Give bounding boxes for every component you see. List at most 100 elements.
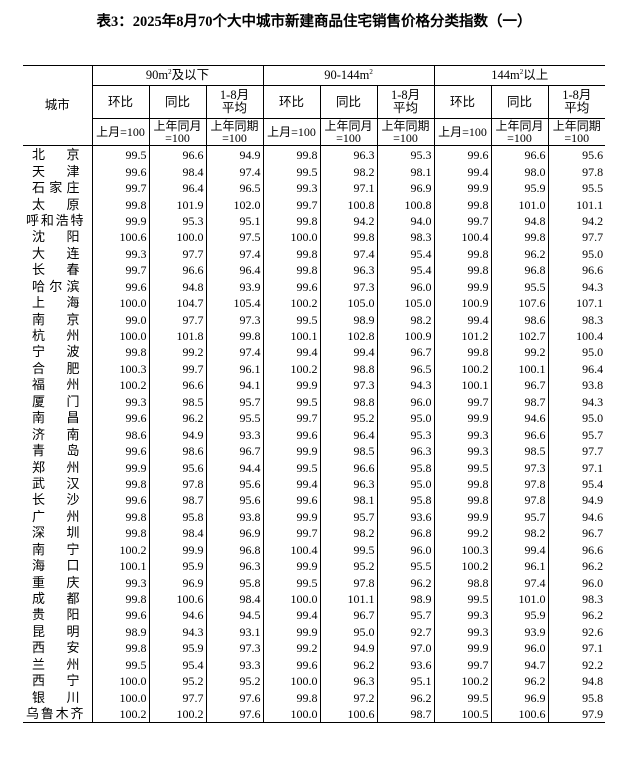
index-value: 100.2 [262,294,321,312]
index-value: 95.3 [148,212,206,230]
index-value: 99.4 [490,541,549,558]
index-value: 99.3 [91,574,149,591]
index-value: 93.8 [205,508,264,526]
city-name: 深圳 [32,525,80,541]
index-value: 93.9 [205,278,264,295]
index-value: 95.8 [148,508,206,526]
table-row: 深圳 99.8 98.4 96.9 99.7 98.2 96.8 99.2 98.2 96.7 [23,525,606,542]
subheader: 1-8月平均 [376,85,435,119]
index-value: 99.6 [262,492,321,509]
index-value: 100.0 [148,229,206,246]
base-header: 上年同期=100 [547,118,606,146]
index-value: 99.8 [91,344,149,361]
table-row: 呼和浩特 99.9 95.3 95.1 99.8 94.2 94.0 99.7 94.8 94.2 [23,212,606,230]
index-value: 97.8 [547,163,606,180]
index-value: 100.9 [433,294,492,312]
index-value: 97.8 [490,492,549,509]
index-value: 99.4 [319,344,378,361]
index-value: 99.8 [433,475,492,493]
index-value: 93.3 [205,426,264,443]
index-value: 96.6 [148,377,206,394]
index-value: 99.8 [433,492,492,509]
index-value: 97.7 [148,689,206,706]
index-value: 96.6 [319,459,378,476]
index-value: 97.0 [376,640,435,657]
index-value: 94.9 [205,145,264,164]
index-value: 100.1 [433,377,492,394]
subheader: 同比 [319,85,378,119]
index-value: 99.6 [262,278,321,295]
index-value: 100.0 [91,673,149,690]
index-value: 93.6 [376,508,435,526]
index-value: 98.1 [319,492,378,509]
index-value: 99.8 [262,262,321,279]
index-value: 97.6 [205,705,264,724]
index-value: 95.8 [205,574,264,591]
index-value: 97.3 [319,377,378,394]
index-value: 100.2 [433,360,492,378]
index-value: 99.4 [262,607,321,624]
index-value: 96.2 [547,557,606,575]
index-value: 100.0 [262,673,321,690]
index-value: 99.7 [262,196,321,213]
city-name: 重庆 [32,574,80,590]
table-row: 大连 99.3 97.7 97.4 99.8 97.4 95.4 99.8 96.2 95.0 [23,245,606,263]
index-value: 99.7 [91,262,149,279]
index-value: 99.5 [433,459,492,476]
index-value: 101.0 [490,196,549,213]
table-row: 乌鲁木齐 100.2 100.2 97.6 100.0 100.6 98.7 100.5 100… [23,705,606,724]
city-name: 福州 [32,377,80,393]
index-value: 98.5 [148,393,206,410]
table-row: 宁波 99.8 99.2 97.4 99.4 99.4 96.7 99.8 99.2 95.0 [23,344,606,361]
index-value: 99.4 [262,344,321,361]
index-value: 96.0 [376,393,435,410]
index-value: 94.2 [319,212,378,230]
index-value: 95.7 [376,607,435,624]
index-value: 94.7 [490,656,549,673]
index-value: 100.0 [91,294,149,312]
index-value: 92.7 [376,623,435,641]
index-value: 97.5 [205,229,264,246]
index-value: 100.2 [262,360,321,378]
index-value: 95.2 [319,410,378,427]
index-value: 96.3 [319,475,378,493]
city-name: 天津 [32,163,80,179]
base-header: 上年同月=100 [490,118,549,146]
city-name: 广州 [32,508,80,524]
index-value: 96.3 [376,442,435,460]
index-value: 101.8 [148,327,206,345]
index-value: 95.8 [376,459,435,476]
index-value: 96.2 [319,656,378,673]
base-header: 上年同月=100 [319,118,378,146]
index-value: 98.3 [547,590,606,608]
index-value: 96.8 [205,541,264,558]
index-value: 101.2 [433,327,492,345]
index-value: 94.6 [547,508,606,526]
index-value: 99.9 [91,212,149,230]
index-value: 98.6 [91,426,149,443]
index-value: 95.0 [547,410,606,427]
index-value: 97.6 [205,689,264,706]
city-name: 长春 [32,262,80,278]
index-value: 98.3 [547,311,606,328]
index-value: 99.2 [490,344,549,361]
table-row: 广州 99.8 95.8 93.8 99.9 95.7 93.6 99.9 95.7 94.6 [23,508,606,526]
index-value: 97.3 [205,311,264,328]
index-value: 93.1 [205,623,264,641]
index-value: 99.5 [262,311,321,328]
index-value: 100.6 [148,590,206,608]
index-value: 98.6 [148,442,206,460]
index-value: 96.6 [148,145,206,164]
index-value: 95.5 [490,278,549,295]
city-name: 南昌 [32,410,80,426]
city-name: 南宁 [32,541,80,557]
city-name: 昆明 [32,623,80,639]
index-value: 99.6 [91,163,149,180]
index-value: 96.7 [490,377,549,394]
index-value: 99.3 [91,245,149,263]
index-value: 99.8 [262,212,321,230]
index-value: 96.2 [490,673,549,690]
index-value: 94.8 [148,278,206,295]
index-value: 99.2 [262,640,321,657]
index-value: 96.7 [376,344,435,361]
